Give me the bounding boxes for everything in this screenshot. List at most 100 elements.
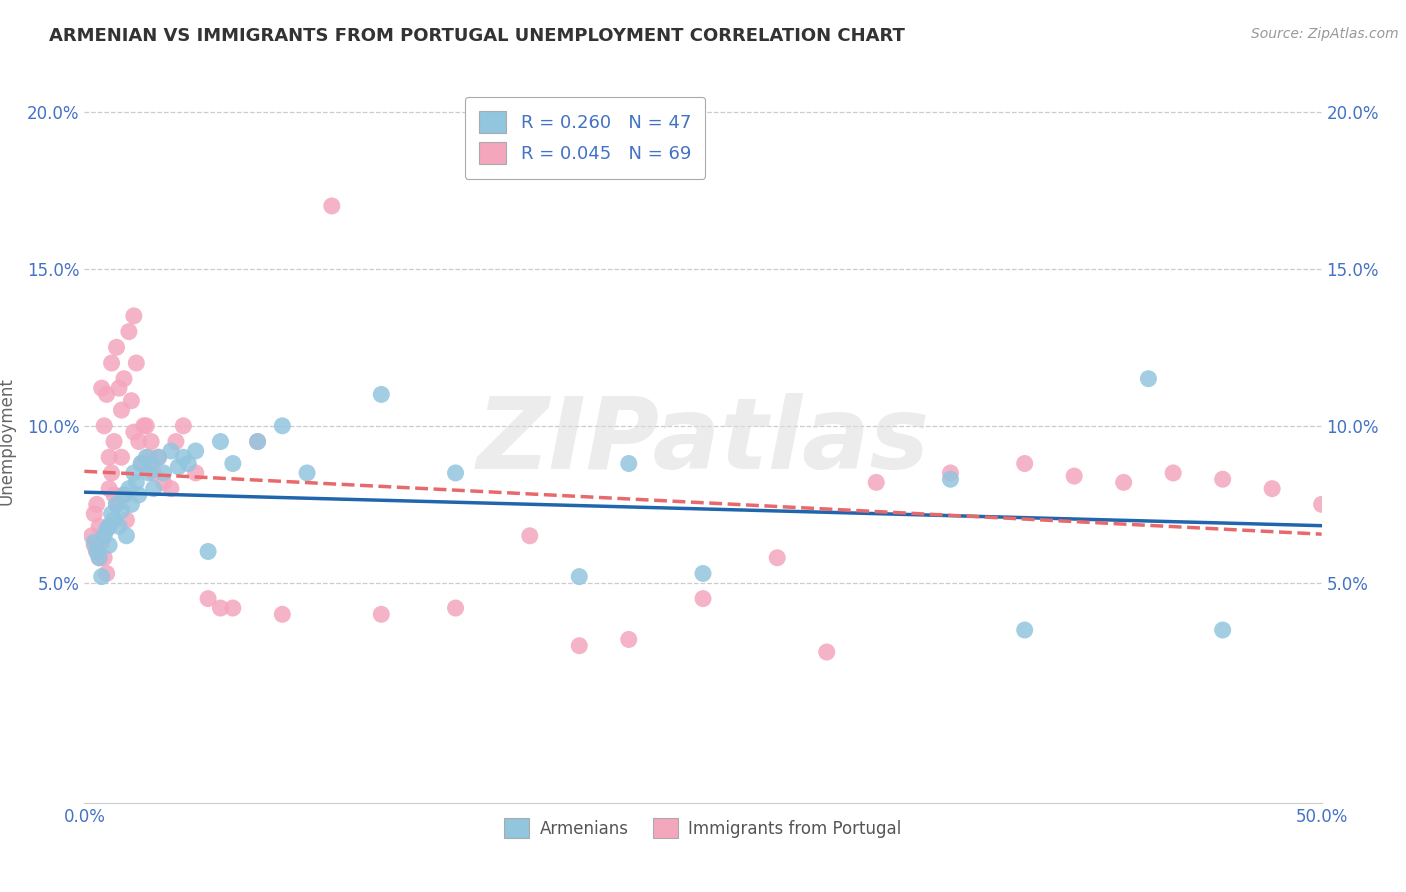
Point xyxy=(692,566,714,581)
Point xyxy=(519,529,541,543)
Legend: Armenians, Immigrants from Portugal: Armenians, Immigrants from Portugal xyxy=(498,812,908,845)
Point xyxy=(120,497,142,511)
Point xyxy=(172,418,194,433)
Point xyxy=(103,513,125,527)
Point xyxy=(138,466,160,480)
Point xyxy=(125,356,148,370)
Y-axis label: Unemployment: Unemployment xyxy=(0,377,15,506)
Point xyxy=(112,372,135,386)
Point xyxy=(110,403,132,417)
Point xyxy=(197,544,219,558)
Point xyxy=(83,507,105,521)
Point xyxy=(766,550,789,565)
Text: ARMENIAN VS IMMIGRANTS FROM PORTUGAL UNEMPLOYMENT CORRELATION CHART: ARMENIAN VS IMMIGRANTS FROM PORTUGAL UNE… xyxy=(49,27,905,45)
Point xyxy=(112,488,135,502)
Point xyxy=(141,457,163,471)
Point xyxy=(118,325,141,339)
Point xyxy=(89,550,111,565)
Point xyxy=(568,569,591,583)
Point xyxy=(93,550,115,565)
Point xyxy=(177,457,200,471)
Point xyxy=(568,639,591,653)
Point xyxy=(89,550,111,565)
Point xyxy=(246,434,269,449)
Point xyxy=(93,418,115,433)
Point xyxy=(321,199,343,213)
Point xyxy=(86,544,108,558)
Point xyxy=(125,475,148,490)
Point xyxy=(184,466,207,480)
Point xyxy=(172,450,194,465)
Point xyxy=(1212,623,1234,637)
Point xyxy=(617,457,640,471)
Point xyxy=(209,434,232,449)
Point xyxy=(1212,472,1234,486)
Point xyxy=(80,529,103,543)
Point xyxy=(1137,372,1160,386)
Point xyxy=(96,523,118,537)
Point xyxy=(100,507,122,521)
Point xyxy=(246,434,269,449)
Point xyxy=(128,488,150,502)
Point xyxy=(98,482,121,496)
Point xyxy=(209,601,232,615)
Point xyxy=(142,482,165,496)
Point xyxy=(939,466,962,480)
Point xyxy=(122,466,145,480)
Point xyxy=(118,482,141,496)
Point xyxy=(103,488,125,502)
Point xyxy=(122,309,145,323)
Point xyxy=(135,418,157,433)
Point xyxy=(129,457,152,471)
Point xyxy=(1161,466,1184,480)
Point xyxy=(152,466,174,480)
Point xyxy=(132,418,155,433)
Point xyxy=(112,488,135,502)
Point xyxy=(222,457,245,471)
Point xyxy=(167,459,190,474)
Point xyxy=(160,482,183,496)
Point xyxy=(90,535,112,549)
Point xyxy=(100,466,122,480)
Point xyxy=(100,356,122,370)
Point xyxy=(271,607,294,622)
Point xyxy=(148,450,170,465)
Point xyxy=(1261,482,1284,496)
Point xyxy=(110,450,132,465)
Point xyxy=(96,387,118,401)
Point xyxy=(148,450,170,465)
Point xyxy=(105,497,128,511)
Text: Source: ZipAtlas.com: Source: ZipAtlas.com xyxy=(1251,27,1399,41)
Point xyxy=(108,519,131,533)
Point xyxy=(103,434,125,449)
Point xyxy=(98,450,121,465)
Point xyxy=(129,457,152,471)
Point xyxy=(370,607,392,622)
Point xyxy=(90,381,112,395)
Point xyxy=(815,645,838,659)
Point xyxy=(96,566,118,581)
Point xyxy=(108,381,131,395)
Point xyxy=(86,497,108,511)
Point xyxy=(865,475,887,490)
Point xyxy=(197,591,219,606)
Point xyxy=(617,632,640,647)
Point xyxy=(295,466,318,480)
Point xyxy=(165,434,187,449)
Point xyxy=(83,538,105,552)
Point xyxy=(939,472,962,486)
Point xyxy=(89,519,111,533)
Point xyxy=(271,418,294,433)
Point xyxy=(90,569,112,583)
Point xyxy=(93,529,115,543)
Point xyxy=(86,544,108,558)
Point xyxy=(83,535,105,549)
Point xyxy=(444,466,467,480)
Point xyxy=(98,538,121,552)
Point xyxy=(152,475,174,490)
Point xyxy=(138,450,160,465)
Point xyxy=(115,513,138,527)
Point xyxy=(1014,457,1036,471)
Point xyxy=(141,434,163,449)
Point xyxy=(142,466,165,480)
